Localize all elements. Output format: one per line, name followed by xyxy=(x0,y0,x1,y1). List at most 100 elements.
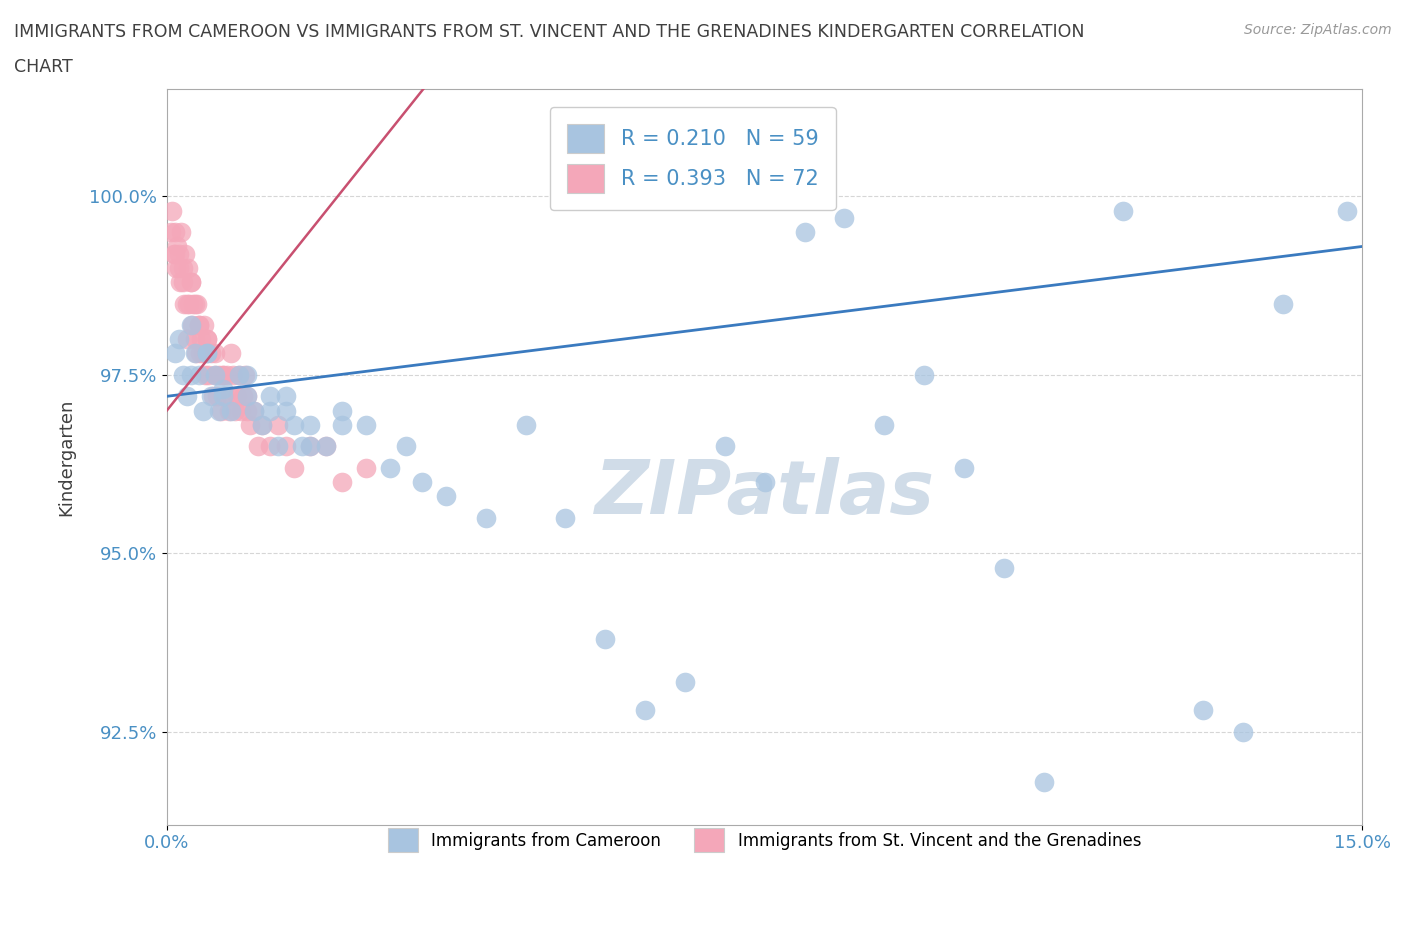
Point xyxy=(165,260,187,275)
Point xyxy=(207,403,229,418)
Text: Source: ZipAtlas.com: Source: ZipAtlas.com xyxy=(1244,23,1392,37)
Point xyxy=(243,403,266,418)
Point xyxy=(593,631,616,646)
Point xyxy=(673,674,696,689)
Point xyxy=(219,403,242,418)
Point xyxy=(228,367,250,382)
Point xyxy=(231,389,253,404)
Point xyxy=(912,367,935,382)
Point xyxy=(172,274,194,289)
Point xyxy=(235,367,257,382)
Point xyxy=(1192,703,1215,718)
Point xyxy=(211,381,233,396)
Point xyxy=(204,367,226,382)
Point xyxy=(176,389,198,404)
Point xyxy=(195,332,218,347)
Point xyxy=(163,246,186,261)
Point xyxy=(166,239,188,254)
Point xyxy=(187,367,209,382)
Point xyxy=(211,367,233,382)
Point xyxy=(243,403,266,418)
Point xyxy=(554,511,576,525)
Point xyxy=(226,389,249,404)
Point xyxy=(194,367,217,382)
Point xyxy=(204,346,226,361)
Point xyxy=(252,418,274,432)
Point xyxy=(214,389,236,404)
Point xyxy=(172,367,194,382)
Point xyxy=(193,317,215,332)
Point xyxy=(299,418,322,432)
Point xyxy=(219,346,242,361)
Point xyxy=(174,246,197,261)
Point xyxy=(276,439,298,454)
Point xyxy=(713,439,735,454)
Point xyxy=(330,403,353,418)
Point xyxy=(211,389,233,404)
Point xyxy=(834,210,856,225)
Point xyxy=(291,439,314,454)
Point xyxy=(183,346,205,361)
Point xyxy=(793,225,815,240)
Point xyxy=(200,346,222,361)
Point xyxy=(330,474,353,489)
Point xyxy=(188,346,211,361)
Point xyxy=(283,418,305,432)
Text: IMMIGRANTS FROM CAMEROON VS IMMIGRANTS FROM ST. VINCENT AND THE GRENADINES KINDE: IMMIGRANTS FROM CAMEROON VS IMMIGRANTS F… xyxy=(14,23,1084,41)
Point xyxy=(378,460,401,475)
Point xyxy=(354,418,377,432)
Point xyxy=(953,460,976,475)
Point xyxy=(299,439,322,454)
Point xyxy=(207,367,229,382)
Point xyxy=(167,332,190,347)
Point xyxy=(330,418,353,432)
Point xyxy=(259,389,281,404)
Point xyxy=(180,274,202,289)
Point xyxy=(191,403,214,418)
Point xyxy=(183,296,205,311)
Point xyxy=(1112,204,1135,219)
Point xyxy=(219,389,242,404)
Point xyxy=(176,332,198,347)
Point xyxy=(200,389,222,404)
Point xyxy=(202,389,225,404)
Point xyxy=(247,439,270,454)
Point xyxy=(195,346,218,361)
Point xyxy=(186,296,208,311)
Point xyxy=(299,439,322,454)
Point xyxy=(195,346,218,361)
Point xyxy=(411,474,433,489)
Point xyxy=(180,367,202,382)
Point xyxy=(276,403,298,418)
Point xyxy=(163,346,186,361)
Point xyxy=(177,260,200,275)
Point xyxy=(754,474,776,489)
Point xyxy=(283,460,305,475)
Point xyxy=(259,403,281,418)
Point xyxy=(224,403,246,418)
Point xyxy=(187,317,209,332)
Point xyxy=(993,560,1015,575)
Point xyxy=(252,418,274,432)
Point xyxy=(173,296,195,311)
Point xyxy=(354,460,377,475)
Point xyxy=(176,296,198,311)
Point xyxy=(211,367,233,382)
Point xyxy=(235,389,257,404)
Point xyxy=(159,225,181,240)
Point xyxy=(181,317,204,332)
Point xyxy=(197,367,219,382)
Point xyxy=(180,317,202,332)
Point xyxy=(222,367,245,382)
Point xyxy=(259,439,281,454)
Point xyxy=(162,204,184,219)
Legend: Immigrants from Cameroon, Immigrants from St. Vincent and the Grenadines: Immigrants from Cameroon, Immigrants fro… xyxy=(380,820,1150,860)
Point xyxy=(267,439,290,454)
Point xyxy=(228,367,250,382)
Point xyxy=(873,418,896,432)
Point xyxy=(1336,204,1358,219)
Point xyxy=(163,225,186,240)
Point xyxy=(229,403,252,418)
Point xyxy=(183,332,205,347)
Point xyxy=(315,439,337,454)
